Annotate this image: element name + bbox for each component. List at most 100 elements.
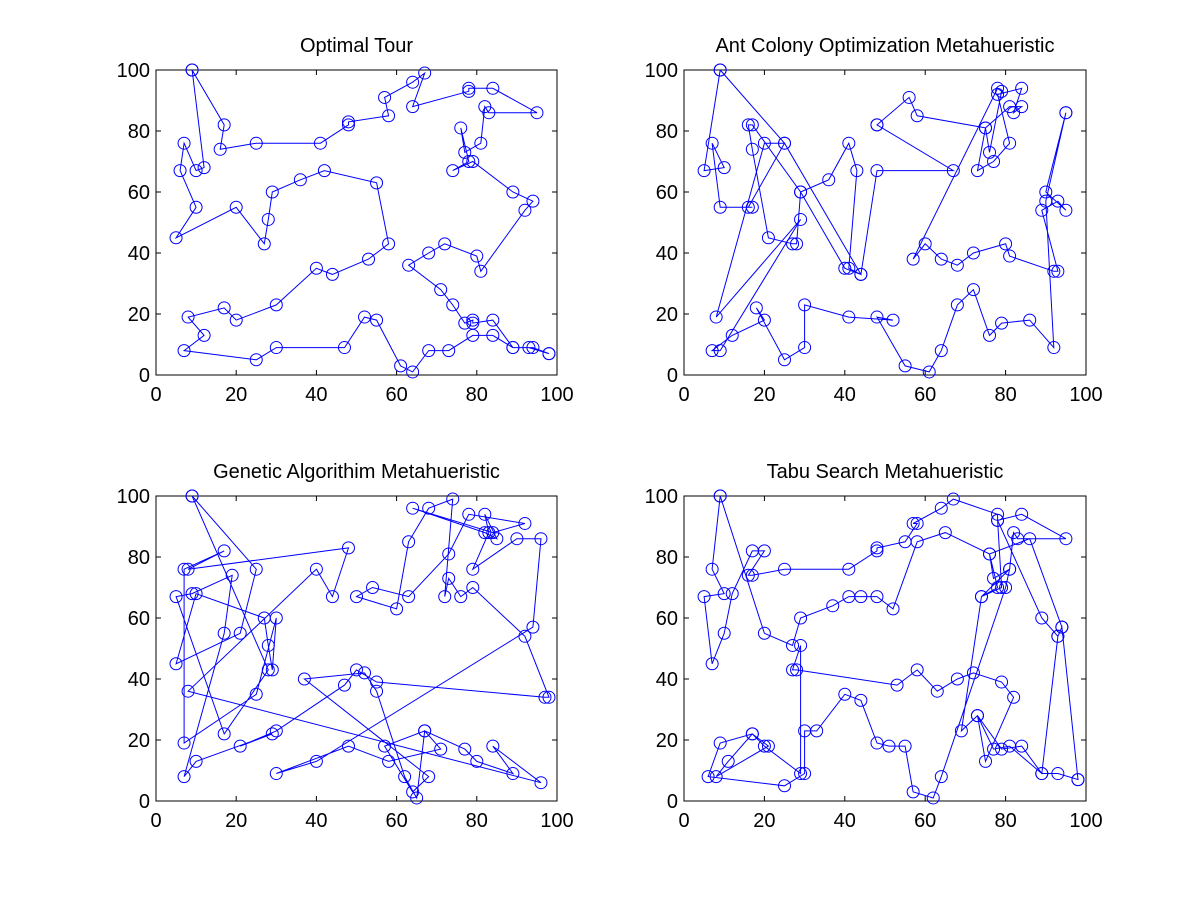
city-marker (341, 115, 355, 129)
city-marker (757, 313, 771, 327)
city-marker (466, 562, 480, 576)
x-tick-label: 0 (678, 810, 689, 832)
city-marker (265, 727, 279, 741)
city-marker (778, 353, 791, 367)
city-marker (313, 136, 327, 150)
city-marker (169, 590, 183, 604)
city-marker (478, 526, 492, 540)
city-marker (741, 200, 755, 214)
city-marker (842, 261, 856, 275)
city-marker (798, 298, 812, 312)
y-tick-label: 20 (128, 304, 150, 326)
city-marker (506, 185, 520, 199)
city-marker (926, 791, 940, 805)
city-marker (1003, 100, 1017, 114)
y-tick-label: 100 (117, 60, 150, 82)
city-marker (474, 264, 488, 278)
city-marker (462, 84, 476, 98)
chart-title: Ant Colony Optimization Metahueristic (715, 35, 1054, 57)
x-tick-label: 40 (834, 810, 856, 832)
city-marker (249, 687, 263, 701)
x-tick-label: 100 (1069, 810, 1102, 832)
city-marker (177, 136, 191, 150)
city-marker (462, 155, 476, 168)
city-marker (705, 657, 719, 671)
city-marker (995, 84, 1009, 98)
city-marker (995, 316, 1009, 330)
city-marker (189, 164, 203, 178)
city-marker (910, 535, 924, 549)
city-marker (1059, 106, 1073, 120)
y-tick-label: 100 (645, 60, 678, 82)
x-tick-label: 80 (994, 810, 1016, 832)
city-marker (438, 590, 452, 604)
city-marker (946, 164, 960, 178)
city-marker (1047, 341, 1061, 355)
city-marker (757, 544, 771, 558)
city-marker (794, 638, 808, 652)
city-marker (233, 626, 247, 640)
city-marker (382, 109, 396, 123)
city-marker (422, 770, 436, 784)
city-marker (713, 63, 727, 77)
city-marker (1007, 690, 1021, 704)
x-tick-label: 100 (1069, 384, 1102, 406)
x-tick-label: 20 (225, 384, 247, 406)
city-marker (265, 185, 279, 199)
city-marker (1015, 507, 1029, 521)
city-marker (954, 724, 968, 738)
city-marker (974, 590, 988, 604)
city-marker (189, 754, 203, 768)
city-marker (987, 571, 1001, 585)
city-marker (442, 547, 456, 561)
city-marker (1023, 532, 1037, 546)
city-marker (197, 328, 211, 342)
city-marker (474, 136, 488, 150)
city-marker (325, 267, 339, 281)
city-marker (269, 341, 283, 355)
city-marker (177, 736, 191, 750)
city-marker (506, 341, 520, 355)
city-marker (725, 587, 739, 601)
city-marker (850, 164, 864, 178)
city-marker (713, 736, 727, 750)
city-marker (1051, 767, 1065, 781)
city-marker (1023, 313, 1037, 327)
y-tick-label: 40 (656, 243, 678, 265)
city-marker (778, 779, 791, 793)
city-marker (898, 739, 912, 753)
city-marker (478, 507, 492, 521)
city-marker (454, 121, 468, 135)
city-marker (337, 678, 351, 692)
city-marker (946, 492, 960, 506)
city-marker (854, 267, 868, 281)
city-marker (466, 581, 480, 594)
city-marker (1003, 249, 1017, 263)
city-marker (838, 687, 852, 701)
x-tick-label: 80 (994, 384, 1016, 406)
city-marker (741, 118, 755, 132)
x-tick-label: 60 (385, 384, 407, 406)
axes-frame (683, 69, 1087, 376)
city-marker (983, 145, 997, 159)
city-marker (995, 675, 1009, 689)
city-marker (1035, 203, 1049, 217)
city-marker (402, 258, 416, 272)
y-tick-label: 40 (128, 669, 150, 691)
city-marker (169, 231, 183, 245)
axes-frame (155, 495, 558, 802)
city-marker (745, 200, 759, 214)
city-marker (506, 767, 520, 781)
city-marker (721, 754, 735, 768)
city-marker (987, 742, 1001, 756)
city-marker (366, 581, 380, 594)
city-marker (181, 684, 195, 698)
city-marker (269, 611, 283, 625)
city-marker (713, 489, 727, 503)
city-marker (261, 638, 275, 652)
city-marker (1003, 562, 1017, 576)
city-marker (966, 666, 980, 680)
city-marker (249, 353, 263, 367)
city-marker (185, 489, 199, 503)
city-marker (538, 690, 552, 704)
